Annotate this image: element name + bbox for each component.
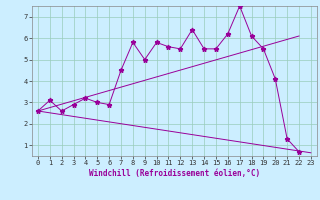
X-axis label: Windchill (Refroidissement éolien,°C): Windchill (Refroidissement éolien,°C)	[89, 169, 260, 178]
